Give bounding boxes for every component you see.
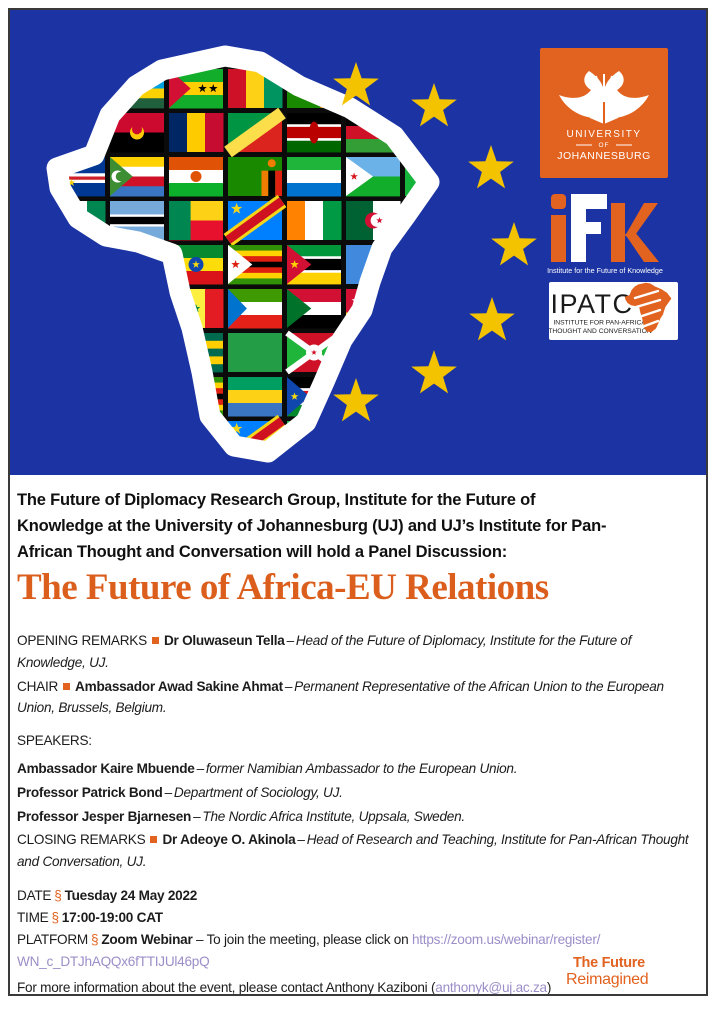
page-title: The Future of Africa-EU Relations: [17, 567, 549, 608]
role-label: CLOSING REMARKS: [17, 832, 146, 848]
speakers-heading: SPEAKERS:: [17, 733, 92, 749]
event-details: The Future of Diplomacy Research Group, …: [10, 487, 706, 995]
speaker-desc: Permanent Representative of the African …: [17, 678, 664, 716]
eu-star: [333, 378, 379, 422]
time-line: TIME § 17:00-19:00 CAT: [17, 907, 698, 929]
contact-email-link[interactable]: anthonyk@uj.ac.za: [435, 979, 547, 995]
detail-label: PLATFORM: [17, 931, 89, 947]
detail-value: 17:00-19:00 CAT: [61, 909, 163, 925]
speaker-name: Ambassador Kaire Mbuende: [17, 760, 195, 776]
speaker-name: Dr Adeoye O. Akinola: [162, 832, 296, 848]
speaker-desc: The Nordic Africa Institute, Uppsala, Sw…: [202, 808, 465, 824]
svg-text:Institute for the Future of Kn: Institute for the Future of Knowledge: [547, 266, 663, 275]
svg-text:OF: OF: [598, 142, 609, 149]
section-mark: §: [91, 931, 99, 947]
speaker-desc: Head of the Future of Diplomacy, Institu…: [17, 633, 632, 670]
speaker-line: Ambassador Kaire Mbuende – former Namibian…: [17, 760, 518, 776]
role-label: OPENING REMARKS: [17, 633, 147, 648]
detail-value: Zoom Webinar: [101, 931, 193, 947]
speaker-name: Dr Oluwaseun Tella: [163, 633, 285, 648]
detail-label: TIME: [17, 909, 49, 925]
detail-value: Tuesday 24 May 2022: [64, 887, 198, 903]
section-mark: §: [51, 909, 59, 925]
speaker-line: Professor Patrick Bond – Department of Soc…: [17, 784, 343, 800]
bullet-icon: [63, 682, 71, 690]
eu-star: [469, 297, 515, 341]
eu-star: [411, 83, 457, 127]
chair-line: CHAIR Ambassador Awad Sakine Ahmat – Perman…: [17, 678, 664, 716]
role-label: CHAIR: [17, 678, 59, 694]
opening-remarks-line: OPENING REMARKS Dr Oluwaseun Tella – Head o…: [17, 633, 632, 670]
bullet-icon: [151, 636, 159, 644]
section-mark: §: [54, 887, 62, 903]
eu-star: [411, 350, 457, 394]
closing-remarks-line: CLOSING REMARKS Dr Adeoye O. Akinola – Head…: [17, 832, 689, 870]
poster-frame: UNIVERSITY OF JOHANNESBURG Institute for th…: [8, 8, 708, 996]
speaker-desc: Department of Sociology, UJ.: [173, 784, 343, 800]
svg-text:INSTITUTE FOR PAN-AFRICAN: INSTITUTE FOR PAN-AFRICAN: [553, 320, 650, 327]
uj-slogan: The Future Reimagined: [566, 955, 649, 988]
speaker-line: Professor Jesper Bjarnesen – The Nordic Af…: [17, 808, 465, 824]
event-banner: UNIVERSITY OF JOHANNESBURG Institute for th…: [10, 10, 706, 475]
speaker-desc: Head of Research and Teaching, Institute…: [17, 832, 689, 870]
eu-star: [468, 145, 514, 189]
speaker-desc: former Namibian Ambassador to the Europe…: [205, 760, 518, 776]
slogan-line2: Reimagined: [566, 970, 649, 988]
bullet-icon: [150, 836, 158, 844]
zoom-registration-link[interactable]: https://zoom.us/webinar/register/ WN_c_D…: [17, 931, 601, 969]
date-line: DATE § Tuesday 24 May 2022: [17, 885, 698, 907]
intro-text: The Future of Diplomacy Research Group, …: [17, 491, 607, 561]
platform-line: PLATFORM § Zoom Webinar – To join the meet…: [17, 929, 698, 973]
svg-text:IPATC: IPATC: [550, 289, 633, 319]
speaker-name: Professor Jesper Bjarnesen: [17, 808, 192, 824]
speaker-name: Ambassador Awad Sakine Ahmat: [75, 678, 283, 694]
contact-line: For more information about the event, pl…: [17, 979, 552, 995]
eu-star: [333, 62, 379, 106]
svg-text:THOUGHT AND CONVERSATION: THOUGHT AND CONVERSATION: [548, 328, 652, 335]
detail-label: DATE: [17, 887, 52, 903]
eu-star: [491, 222, 537, 266]
speaker-name: Professor Patrick Bond: [17, 784, 163, 800]
svg-text:JOHANNESBURG: JOHANNESBURG: [557, 150, 651, 162]
slogan-line1: The Future: [573, 955, 645, 971]
ifk-logo: Institute for the Future of Knowledge: [547, 194, 663, 275]
svg-text:UNIVERSITY: UNIVERSITY: [566, 129, 641, 140]
platform-note: – To join the meeting, please click on: [192, 931, 412, 947]
logistics-block: DATE § Tuesday 24 May 2022 TIME § 17:00-19:0…: [17, 885, 698, 973]
